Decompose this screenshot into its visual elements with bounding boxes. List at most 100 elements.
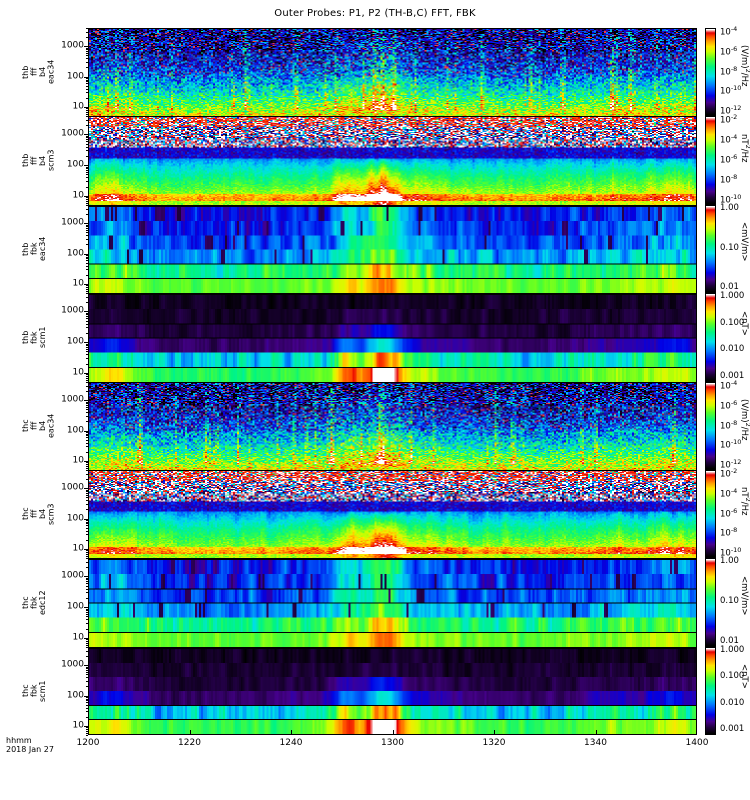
- x-axis: 1200 1220 1240 1300 1320 1340 1400: [77, 730, 708, 765]
- panel-image-thb-fbk-eac34: [89, 206, 696, 293]
- y-minor-tick-mark: [86, 345, 88, 347]
- y-minor-tick-mark: [86, 169, 88, 171]
- colorbar-tick-label: 10-6: [720, 398, 738, 412]
- y-minor-tick-mark: [86, 553, 88, 555]
- colorbar-unit-label: <nT>: [739, 310, 749, 336]
- y-tick-label: 100: [66, 425, 84, 436]
- y-minor-tick-mark: [86, 320, 88, 322]
- y-minor-tick-mark: [86, 681, 88, 683]
- colorbar-cbar-efield-amp-2: [705, 558, 716, 647]
- panel-label-thb-fbk-eac34: thb fbk eac34: [21, 236, 47, 262]
- y-minor-tick-mark: [86, 205, 88, 206]
- colorbar-tick-label: 10-10: [720, 438, 742, 451]
- y-minor-tick-mark: [86, 200, 88, 202]
- y-minor-tick-mark: [86, 358, 88, 360]
- colorbar-tick-label: 0.01: [720, 281, 739, 292]
- y-minor-tick-mark: [86, 88, 88, 90]
- y-minor-tick-mark: [86, 67, 88, 69]
- spectrogram-panel-thb-fbk-scm1: [88, 293, 697, 382]
- y-tick-mark: [84, 695, 88, 697]
- panel-image-thb-fff-b4-eac34: [89, 29, 696, 116]
- y-minor-tick-mark: [86, 269, 88, 271]
- y-minor-tick-mark: [86, 403, 88, 405]
- colorbar-tick-label: 10-10: [720, 545, 742, 559]
- y-minor-tick-mark: [86, 421, 88, 423]
- y-minor-tick-mark: [86, 348, 88, 350]
- y-tick-label: 1000: [61, 570, 84, 581]
- colorbar-cbar-bfield-amp-1: [705, 293, 716, 382]
- y-minor-tick-mark: [86, 111, 88, 113]
- y-minor-tick-mark: [86, 671, 88, 673]
- y-axis-thb-fbk-scm1: thb fbk scm1 1000 100 10: [0, 293, 88, 383]
- y-minor-tick-mark: [86, 698, 88, 700]
- panel-label-thc-fbk-scm1: thc fbk scm1: [21, 680, 47, 702]
- x-axis-corner-label: hhmm 2018 Jan 27: [6, 736, 54, 754]
- y-minor-tick-mark: [86, 521, 88, 523]
- spectrogram-panel-thc-fff-b4-scm3: [88, 470, 697, 558]
- y-minor-tick-mark: [86, 642, 88, 644]
- y-minor-tick-mark: [86, 610, 88, 612]
- colorbar-cbar-efield-psd-1: [705, 28, 716, 116]
- y-minor-tick-mark: [86, 256, 88, 258]
- colorbar-gradient: [706, 648, 715, 734]
- colorbar-tick-label: 10-4: [720, 24, 738, 38]
- y-axis-thc-fff-b4-eac34: thc fff b4 eac34 1000 100 10: [0, 382, 88, 471]
- y-minor-tick-mark: [86, 550, 88, 552]
- y-tick-mark: [84, 400, 88, 402]
- y-tick-label: 1000: [61, 394, 84, 405]
- y-minor-tick-mark: [86, 539, 88, 541]
- colorbar-tick-label: 10-6: [720, 152, 738, 166]
- y-minor-tick-mark: [86, 519, 88, 521]
- y-tick-label: 10: [72, 190, 84, 201]
- colorbar-gradient: [706, 117, 715, 204]
- colorbar-cbar-bfield-psd-1: [705, 116, 716, 205]
- panel-label-thc-fff-b4-eac34: thc fff b4 eac34: [21, 413, 56, 439]
- y-minor-tick-mark: [86, 616, 88, 618]
- y-axis-thb-fff-b4-scm3: thb fff b4 scm3 1000 100 10: [0, 116, 88, 206]
- y-minor-tick-mark: [86, 109, 88, 111]
- y-minor-tick-mark: [86, 262, 88, 264]
- colorbars-group: 10-4 10-6 10-8 10-10 10-12 (V/m)2/Hz 10-2 10-4 1…: [705, 24, 750, 735]
- x-tick-mark: [88, 730, 89, 735]
- y-tick-label: 100: [66, 513, 84, 524]
- y-tick-mark: [84, 311, 88, 313]
- y-minor-tick-mark: [86, 711, 88, 713]
- y-tick-mark: [84, 488, 88, 490]
- y-minor-tick-mark: [86, 489, 88, 491]
- y-tick-label: 1000: [61, 40, 84, 51]
- colorbar-tick-label: 10-2: [720, 466, 738, 480]
- y-tick-label: 100: [66, 690, 84, 701]
- y-tick-mark: [84, 607, 88, 609]
- y-minor-tick-mark: [86, 702, 88, 704]
- y-minor-tick-mark: [86, 265, 88, 267]
- y-minor-tick-mark: [86, 677, 88, 679]
- colorbar-tick-label: 0.001: [720, 723, 745, 734]
- y-tick-mark: [84, 548, 88, 550]
- y-minor-tick-mark: [86, 435, 88, 437]
- y-minor-tick-mark: [86, 244, 88, 246]
- y-minor-tick-mark: [86, 611, 88, 613]
- y-minor-tick-mark: [86, 696, 88, 698]
- y-tick-mark: [84, 372, 88, 374]
- colorbar-gradient: [706, 206, 715, 292]
- colorbar-unit-label: nT2/Hz: [739, 487, 750, 516]
- y-minor-tick-mark: [86, 314, 88, 316]
- x-tick-mark: [392, 730, 394, 735]
- y-tick-mark: [84, 106, 88, 108]
- y-tick-label: 1000: [61, 659, 84, 670]
- y-minor-tick-mark: [86, 700, 88, 702]
- y-minor-tick-mark: [86, 504, 88, 506]
- y-minor-tick-mark: [86, 446, 88, 448]
- colorbar-tick-label: 10-8: [720, 64, 738, 78]
- y-minor-tick-mark: [86, 92, 88, 94]
- y-minor-tick-mark: [86, 730, 88, 732]
- colorbar-tick-label: 0.10: [720, 595, 739, 606]
- y-minor-tick-mark: [86, 186, 88, 188]
- spectrogram-panel-thb-fbk-eac34: [88, 205, 697, 293]
- panel-label-thb-fff-b4-eac34: thb fff b4 eac34: [21, 59, 56, 85]
- y-minor-tick-mark: [86, 77, 88, 79]
- colorbar-gradient: [706, 383, 715, 469]
- colorbar-tick-label: 10-6: [720, 506, 738, 520]
- y-tick-label: 10: [72, 720, 84, 731]
- x-axis-unit-label: hhmm: [6, 736, 32, 745]
